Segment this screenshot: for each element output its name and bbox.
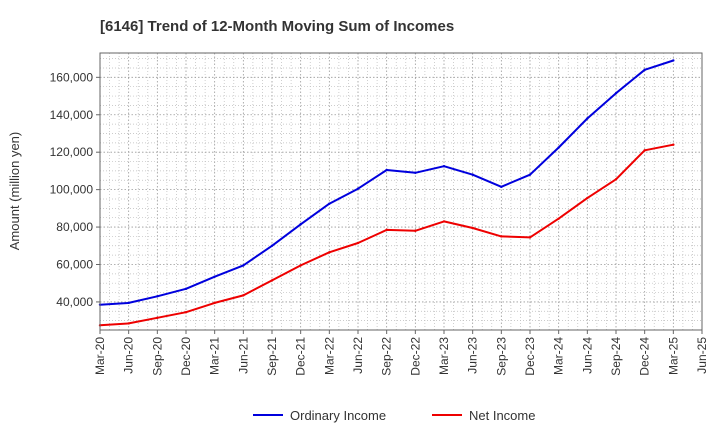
chart-title: [6146] Trend of 12-Month Moving Sum of I… (100, 18, 454, 35)
ordinary-income-point (242, 264, 245, 267)
ordinary-income-point (471, 173, 474, 176)
x-tick-label: Jun-21 (236, 337, 250, 374)
net-income-point (414, 229, 417, 233)
y-tick-label: 60,000 (56, 257, 93, 271)
ordinary-income-point (385, 168, 388, 172)
ordinary-income-point (127, 301, 130, 305)
net-income-point (356, 241, 360, 245)
ordinary-income-point (614, 92, 618, 95)
ordinary-income-point (557, 146, 560, 149)
x-tick-label: Dec-22 (408, 337, 422, 376)
x-tick-label: Mar-25 (666, 337, 680, 375)
net-income-point (127, 322, 130, 325)
x-axis: Mar-20 Jun-20 Sep-20 Dec-20 Mar-21 Jun-21 Sep-… (93, 330, 709, 376)
ordinary-income-legend-label: Ordinary Income (290, 408, 386, 423)
net-income-legend-label: Net Income (469, 408, 535, 423)
x-tick-label: Dec-23 (523, 337, 537, 376)
ordinary-income-point (528, 173, 532, 176)
x-tick-label: Sep-20 (150, 337, 164, 376)
x-tick-label: Jun-22 (351, 337, 365, 374)
net-income-point (213, 301, 216, 305)
net-income-point (471, 226, 474, 230)
ordinary-income-point (414, 171, 417, 174)
net-income-point (156, 316, 159, 320)
ordinary-income-point (213, 275, 216, 278)
x-tick-label: Mar-22 (322, 337, 336, 375)
x-tick-label: Sep-21 (265, 337, 279, 376)
grid (99, 53, 703, 330)
x-tick-label: Mar-24 (552, 337, 566, 375)
ordinary-income-point (672, 59, 675, 62)
x-tick-label: Sep-22 (380, 337, 394, 376)
ordinary-income-point (442, 165, 446, 168)
x-tick-label: Dec-24 (638, 337, 652, 376)
x-tick-label: Mar-21 (208, 337, 222, 375)
y-axis: 40,000 60,000 80,000 100,000 120,000 140,000 1… (50, 70, 100, 309)
plot-frame (99, 52, 703, 331)
net-income-point (528, 236, 532, 239)
x-tick-label: Jun-20 (122, 337, 136, 374)
net-income-point (270, 279, 274, 282)
y-tick-label: 160,000 (50, 70, 94, 84)
ordinary-income-point (328, 202, 331, 205)
net-income-point (184, 311, 188, 314)
x-tick-label: Mar-23 (437, 337, 451, 375)
y-tick-label: 100,000 (50, 183, 94, 197)
net-income-point (586, 196, 589, 200)
y-tick-label: 40,000 (56, 295, 93, 309)
x-tick-label: Mar-20 (93, 337, 107, 375)
x-tick-label: Sep-24 (609, 337, 623, 376)
y-axis-label: Amount (million yen) (7, 132, 22, 251)
x-tick-label: Jun-25 (695, 337, 709, 374)
x-tick-label: Dec-21 (294, 337, 308, 376)
legend: Ordinary Income Net Income (253, 408, 535, 423)
net-income-point (385, 228, 388, 232)
ordinary-income-point (643, 68, 646, 72)
net-income-point (500, 235, 503, 238)
ordinary-income-point (299, 223, 302, 226)
ordinary-income-point (184, 287, 188, 291)
ordinary-income-point (156, 295, 159, 298)
series-lines (98, 59, 675, 327)
net-income-point (328, 251, 331, 254)
ordinary-income-point (356, 187, 360, 190)
ordinary-income-point (500, 185, 503, 189)
net-income-point (299, 264, 302, 267)
x-tick-label: Dec-20 (179, 337, 193, 376)
ordinary-income-point (586, 117, 589, 120)
net-income-point (643, 149, 646, 152)
x-tick-label: Sep-23 (494, 337, 508, 376)
net-income-point (242, 294, 245, 297)
net-income-point (614, 178, 618, 181)
x-tick-label: Jun-24 (580, 337, 594, 374)
net-income-point (557, 217, 560, 220)
net-income-point (672, 143, 675, 146)
ordinary-income-point (270, 244, 274, 247)
y-tick-label: 80,000 (56, 220, 93, 234)
net-income-point (442, 220, 446, 223)
x-tick-label: Jun-23 (466, 337, 480, 374)
y-tick-label: 120,000 (50, 145, 94, 159)
y-tick-label: 140,000 (50, 108, 94, 122)
